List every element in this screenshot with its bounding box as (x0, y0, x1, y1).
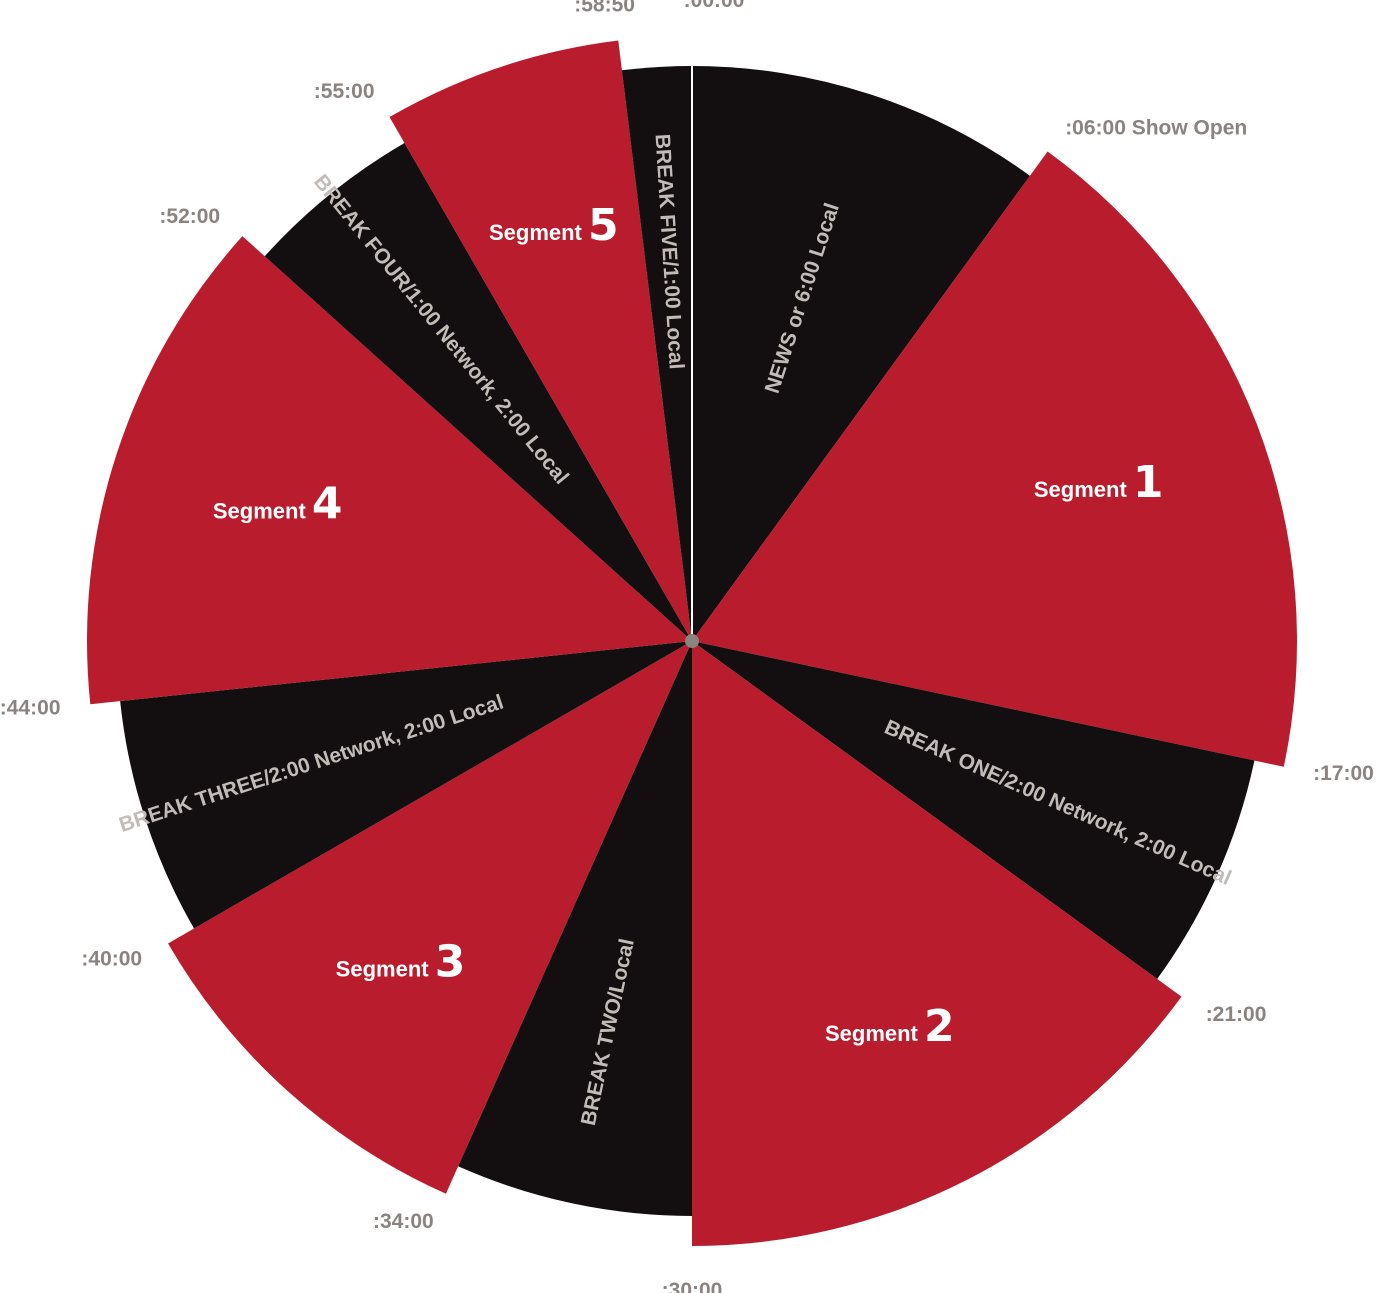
segment-5-label: Segment 5 (489, 200, 619, 251)
center-hub (685, 634, 699, 648)
segment-1-wedge (692, 151, 1298, 767)
time-marker-label: :44:00 (0, 696, 61, 719)
segment-1-label: Segment 1 (1034, 457, 1164, 508)
wedge-layer (86, 40, 1298, 1246)
time-marker-label: :21:00 (1206, 1003, 1267, 1026)
segment-word: Segment (336, 957, 435, 982)
segment-number: 1 (1133, 457, 1164, 508)
segment-4-label: Segment 4 (213, 478, 343, 529)
segment-word: Segment (489, 220, 588, 245)
time-marker-label: :40:00 (81, 948, 142, 971)
time-marker-label: :52:00 (159, 205, 220, 228)
break-wedge-2 (692, 641, 1255, 979)
time-marker-label: :34:00 (373, 1210, 434, 1233)
time-marker-label: :55:00 (314, 80, 375, 103)
break-wedge-0 (692, 66, 1030, 641)
segment-3-wedge (168, 641, 693, 1194)
break-wedge-10 (621, 66, 692, 641)
segment-word: Segment (825, 1021, 924, 1046)
segment-4-wedge (86, 236, 692, 705)
time-marker-label: :00:00 (684, 0, 745, 12)
segment-number: 3 (435, 937, 466, 988)
segment-number: 2 (924, 1001, 955, 1052)
time-marker-label: :30:00 (662, 1279, 723, 1293)
time-marker-label: :06:00 Show Open (1065, 116, 1247, 139)
segment-word: Segment (1034, 477, 1133, 502)
segment-2-label: Segment 2 (825, 1001, 955, 1052)
segment-2-wedge (692, 641, 1182, 1246)
break-wedge-4 (458, 641, 692, 1216)
segment-5-wedge (389, 40, 692, 641)
break-wedge-6 (120, 641, 692, 929)
segment-number: 5 (588, 200, 619, 251)
time-marker-label: :58:50 (574, 0, 635, 17)
segment-3-label: Segment 3 (336, 937, 466, 988)
segment-number: 4 (312, 478, 343, 529)
segment-word: Segment (213, 498, 312, 523)
time-marker-label: :17:00 (1313, 762, 1374, 785)
break-wedge-8 (264, 143, 692, 642)
